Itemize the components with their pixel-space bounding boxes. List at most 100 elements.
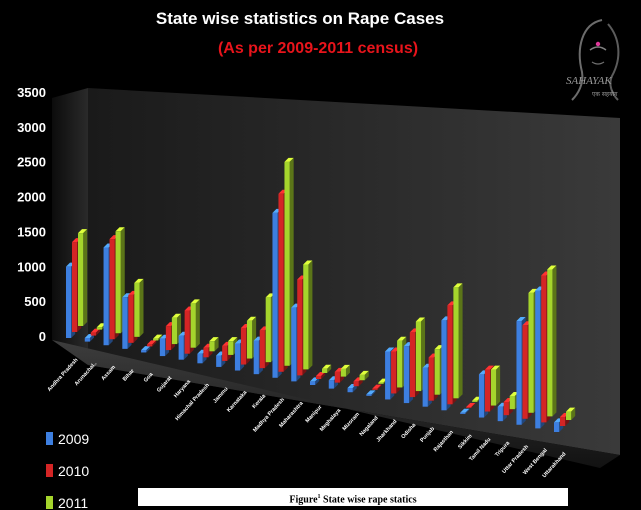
- bar-2011: [490, 369, 497, 406]
- bar-top: [147, 340, 157, 345]
- bar-2010: [484, 369, 491, 412]
- caption-text: State wise rape statics: [320, 494, 417, 506]
- legend-swatch: [46, 496, 53, 509]
- bar-2010: [522, 325, 528, 419]
- bar-side: [465, 408, 470, 414]
- bar-2011: [415, 321, 422, 392]
- bar-2010: [222, 345, 228, 361]
- bar-2009: [122, 297, 128, 349]
- bar-2010: [372, 388, 378, 390]
- bar-top: [547, 265, 557, 270]
- bar-top: [171, 313, 182, 318]
- bar-2011: [453, 287, 459, 399]
- bar-2011: [566, 411, 572, 420]
- bar-2009: [516, 321, 522, 425]
- x-tick-label: Karnataka: [226, 389, 249, 413]
- bar-side: [89, 334, 94, 342]
- bar-top: [528, 288, 538, 293]
- bar-side: [327, 364, 332, 373]
- bar-2009: [159, 338, 166, 357]
- bar-top: [372, 384, 382, 389]
- legend-swatch: [46, 464, 53, 477]
- x-tick-label: Meghalaya: [319, 407, 343, 433]
- woman-face-logo-icon: SAHAYAK एक सहयोग: [566, 19, 620, 101]
- bar-2010: [466, 407, 472, 408]
- bar-2010: [560, 417, 566, 426]
- figure-caption: Figure1 State wise rape statics: [138, 488, 568, 506]
- bar-side: [321, 372, 326, 379]
- bar-top: [209, 337, 219, 342]
- legend: 2009 2010 2011: [46, 431, 89, 510]
- bar-top: [134, 278, 144, 283]
- x-tick-label: Manipur: [305, 404, 324, 425]
- bar-2011: [434, 349, 440, 395]
- bar-top: [460, 408, 470, 413]
- bar-2011: [246, 320, 253, 359]
- bar-top: [415, 317, 426, 322]
- logo: SAHAYAK एक सहयोग: [562, 14, 634, 106]
- bar-2010: [203, 347, 209, 358]
- bar-side: [345, 364, 350, 377]
- bar-2009: [422, 367, 428, 407]
- bar-side: [195, 299, 200, 348]
- bar-2011: [209, 341, 215, 352]
- bar-2010: [109, 239, 115, 340]
- bar-top: [397, 336, 407, 341]
- svg-text:SAHAYAK: SAHAYAK: [566, 75, 612, 87]
- bar-top: [322, 364, 332, 369]
- bar-2009: [234, 343, 241, 371]
- bar-2009: [197, 353, 203, 364]
- bar-side: [315, 377, 320, 385]
- bar-top: [359, 370, 369, 375]
- bar-2010: [72, 242, 78, 332]
- bar-side: [214, 337, 219, 352]
- bar-2009: [216, 355, 222, 367]
- bar-top: [115, 227, 125, 232]
- bar-side: [377, 384, 382, 390]
- bar-side: [471, 403, 476, 408]
- x-tick-label: Jharkhand: [375, 419, 398, 444]
- floor: [52, 340, 620, 468]
- bar-2011: [397, 340, 403, 388]
- bar-side: [552, 265, 557, 417]
- bar-2009: [141, 350, 147, 353]
- bar-2009: [291, 307, 297, 382]
- caption-superscript: 1: [317, 494, 321, 500]
- bar-top: [78, 229, 88, 234]
- y-tick-label: 3500: [17, 85, 46, 100]
- bar-2011: [547, 269, 553, 417]
- y-axis-ticks: 0 500 1000 1500 2000 2500 3000 3500: [17, 85, 46, 344]
- bar-2010: [409, 332, 416, 398]
- x-tick-label: Gujarat: [156, 375, 173, 393]
- x-tick-label: Mizoram: [342, 411, 361, 432]
- bar-2011: [171, 317, 178, 345]
- x-tick-label: Arunachal..: [74, 361, 99, 388]
- bar-2011: [322, 368, 328, 373]
- chart-title: State wise statistics on Rape Cases: [156, 9, 444, 28]
- x-tick-label: Tamil Nadu: [468, 437, 492, 463]
- bar-side: [571, 407, 576, 420]
- bar-top: [228, 337, 238, 342]
- bar-top: [90, 328, 100, 333]
- bar-2011: [472, 400, 478, 402]
- bar-top: [453, 283, 463, 288]
- legend-label: 2010: [58, 463, 89, 479]
- bar-2011: [303, 264, 309, 370]
- bar-side: [308, 260, 313, 370]
- bar-2010: [184, 310, 190, 354]
- bar-top: [246, 316, 257, 321]
- bar-2011: [378, 382, 384, 384]
- bar-2011: [265, 297, 271, 363]
- y-tick-label: 2500: [17, 155, 46, 170]
- bar-top: [340, 364, 350, 369]
- bar-2009: [535, 290, 541, 429]
- bar-side: [158, 334, 163, 341]
- bar-top: [366, 390, 376, 395]
- bar-2011: [284, 161, 290, 366]
- bar-side: [458, 283, 463, 399]
- bar-top: [284, 157, 294, 162]
- bar-2010: [353, 381, 359, 387]
- caption-prefix: Figure: [289, 494, 318, 506]
- bar-2011: [509, 395, 515, 410]
